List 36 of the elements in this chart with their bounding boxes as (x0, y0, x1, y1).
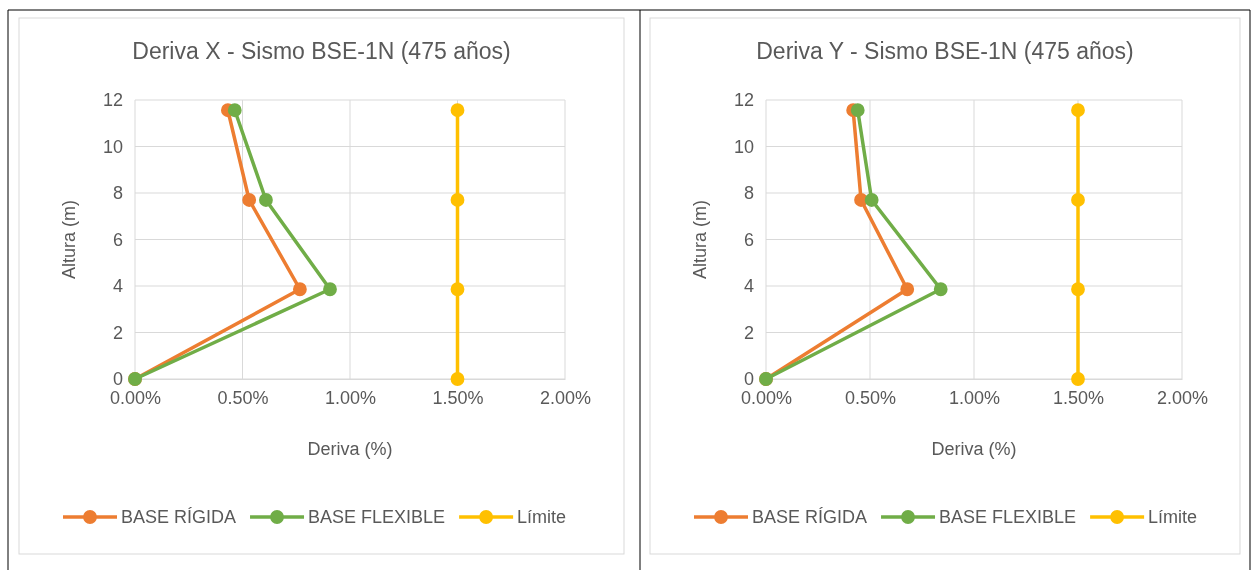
legend-label: Límite (1148, 507, 1198, 527)
x-tick-label: 1.50% (432, 387, 484, 408)
y-tick-label: 10 (733, 136, 754, 157)
x-axis-title: Deriva (%) (931, 439, 1017, 459)
y-tick-label: 12 (733, 90, 754, 111)
chart-title: Deriva Y - Sismo BSE-1N (475 años) (756, 38, 1134, 64)
x-tick-label: 1.50% (1052, 387, 1105, 408)
y-axis-title: Altura (m) (59, 199, 79, 280)
y-tick-label: 4 (743, 276, 754, 297)
x-tick-label: 2.00% (539, 387, 592, 408)
x-tick-label: 2.00% (1156, 387, 1209, 408)
y-tick-label: 8 (743, 183, 754, 204)
chart-title: Deriva X - Sismo BSE-1N (475 años) (132, 38, 511, 64)
legend-label: BASE FLEXIBLE (308, 507, 446, 527)
x-tick-label: 0.50% (217, 387, 269, 408)
legend-label: BASE FLEXIBLE (939, 507, 1077, 527)
x-tick-label: 0.00% (740, 387, 793, 408)
legend-label: BASE RÍGIDA (121, 507, 237, 527)
y-tick-label: 6 (112, 229, 123, 250)
y-tick-label: 8 (112, 183, 123, 204)
y-tick-label: 4 (112, 276, 123, 297)
y-tick-label: 10 (102, 136, 123, 157)
x-tick-label: 0.00% (109, 387, 162, 408)
y-tick-label: 0 (112, 369, 123, 390)
y-tick-label: 12 (102, 90, 123, 111)
x-tick-label: 1.00% (324, 387, 377, 408)
y-tick-label: 2 (743, 322, 754, 343)
x-tick-label: 0.50% (844, 387, 897, 408)
y-tick-label: 2 (112, 322, 123, 343)
legend-label: Límite (517, 507, 567, 527)
legend-label: BASE RÍGIDA (752, 507, 868, 527)
y-axis-title: Altura (m) (690, 199, 710, 280)
y-tick-label: 0 (743, 369, 754, 390)
x-tick-label: 1.00% (948, 387, 1001, 408)
x-axis-title: Deriva (%) (307, 439, 393, 459)
y-tick-label: 6 (743, 229, 754, 250)
